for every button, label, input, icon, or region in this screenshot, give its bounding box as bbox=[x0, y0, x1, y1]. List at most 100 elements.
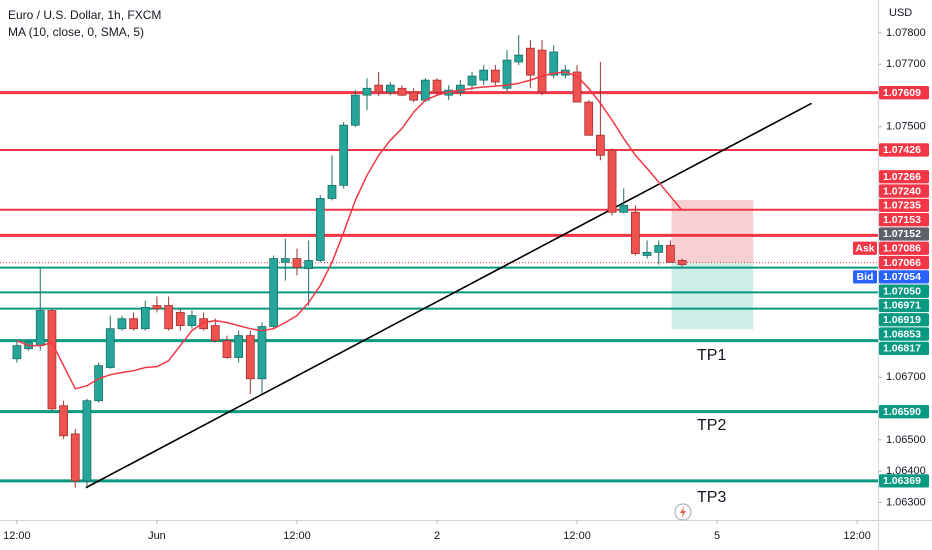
x-tick-label: 12:00 bbox=[3, 530, 31, 542]
chart-title: Euro / U.S. Dollar, 1h, FXCM bbox=[8, 8, 161, 22]
candle-body bbox=[479, 69, 489, 81]
candle-body bbox=[234, 335, 244, 358]
x-tick-label: Jun bbox=[148, 530, 166, 542]
candle-body bbox=[619, 204, 629, 213]
candle-body bbox=[117, 318, 127, 330]
price-tag: Ask bbox=[855, 243, 874, 255]
candle-body bbox=[269, 258, 279, 327]
price-label-box bbox=[879, 227, 929, 241]
y-tick-label: 1.06500 bbox=[886, 434, 926, 446]
price-tag-box bbox=[853, 241, 877, 255]
candle-body bbox=[420, 79, 430, 101]
candle-body bbox=[549, 51, 559, 76]
price-label-box bbox=[879, 255, 929, 270]
candle-body bbox=[514, 54, 524, 63]
candle-body bbox=[526, 47, 535, 76]
price-label: 1.07426 bbox=[883, 144, 921, 156]
candle-body bbox=[631, 211, 640, 254]
candle-body bbox=[455, 84, 465, 93]
candle-body bbox=[596, 134, 605, 156]
candle-body bbox=[164, 305, 173, 330]
x-tick-label: 12:00 bbox=[843, 530, 871, 542]
price-label-box bbox=[879, 241, 929, 255]
candle-body bbox=[47, 310, 57, 410]
candle-body bbox=[82, 400, 92, 482]
price-tag: Bid bbox=[857, 271, 874, 283]
alert-icon[interactable] bbox=[674, 503, 692, 521]
currency-label: USD bbox=[889, 7, 912, 19]
candle-body bbox=[537, 49, 547, 93]
price-label: 1.06817 bbox=[883, 343, 921, 355]
candle-body bbox=[666, 245, 675, 263]
candle-body bbox=[502, 59, 512, 89]
price-label-box bbox=[879, 270, 929, 284]
price-label-box bbox=[879, 313, 929, 327]
candle-body bbox=[129, 318, 138, 330]
y-tick-label: 1.06700 bbox=[886, 371, 926, 383]
price-label: 1.07066 bbox=[883, 257, 921, 269]
price-label: 1.07086 bbox=[883, 243, 921, 255]
candle-body bbox=[280, 258, 290, 263]
annotation: TP1 bbox=[697, 347, 726, 364]
candle-body bbox=[304, 260, 314, 270]
price-label: 1.06369 bbox=[883, 475, 921, 487]
price-tag-box bbox=[853, 270, 877, 284]
moving-average bbox=[16, 71, 683, 390]
y-tick-label: 1.06400 bbox=[886, 465, 926, 477]
candle-body bbox=[327, 184, 337, 199]
y-tick-label: 1.07700 bbox=[886, 58, 926, 70]
price-label-box bbox=[879, 341, 929, 356]
annotation: TP2 bbox=[697, 417, 726, 434]
price-label: 1.07235 bbox=[883, 200, 921, 212]
y-tick-label: 1.07800 bbox=[886, 27, 926, 39]
candle-body bbox=[315, 198, 325, 261]
candle-body bbox=[374, 84, 384, 93]
price-label: 1.07153 bbox=[883, 214, 921, 226]
plot-area bbox=[0, 35, 878, 489]
annotation: TP3 bbox=[697, 489, 726, 506]
price-label-box bbox=[879, 213, 929, 227]
indicator-legend: MA (10, close, 0, SMA, 5) bbox=[8, 25, 144, 39]
candle-body bbox=[572, 71, 582, 103]
candle-body bbox=[654, 245, 664, 253]
candle-body bbox=[105, 328, 115, 368]
y-tick-label: 1.06300 bbox=[886, 496, 926, 508]
candle-body bbox=[59, 405, 68, 437]
candle-body bbox=[490, 69, 500, 83]
candle-body bbox=[397, 87, 407, 96]
price-label-box bbox=[879, 184, 929, 198]
price-label-box bbox=[879, 143, 929, 157]
candle-body bbox=[607, 149, 617, 213]
candle-body bbox=[409, 91, 419, 101]
candle-body bbox=[257, 326, 267, 380]
target-zone bbox=[671, 262, 754, 330]
candle-body bbox=[385, 84, 395, 93]
candle-body bbox=[467, 75, 477, 86]
price-label: 1.07266 bbox=[883, 171, 921, 183]
price-label: 1.06853 bbox=[883, 328, 921, 340]
candle-body bbox=[94, 365, 103, 402]
price-label: 1.06919 bbox=[883, 314, 921, 326]
price-label: 1.06590 bbox=[883, 406, 921, 418]
candle-body bbox=[584, 101, 594, 136]
price-label: 1.07609 bbox=[883, 87, 921, 99]
price-label: 1.07054 bbox=[883, 271, 921, 283]
candle-body bbox=[245, 335, 255, 380]
price-label-box bbox=[879, 284, 929, 298]
candle-body bbox=[642, 251, 652, 256]
candle-body bbox=[175, 312, 185, 326]
candle-body bbox=[152, 305, 162, 310]
price-label-box bbox=[879, 86, 929, 100]
price-label: 1.07050 bbox=[883, 285, 921, 297]
price-label-box bbox=[879, 405, 929, 419]
x-tick-label: 12:00 bbox=[563, 530, 591, 542]
price-label-box bbox=[879, 170, 929, 184]
candle-body bbox=[187, 315, 197, 326]
price-label: 1.07240 bbox=[883, 185, 921, 197]
y-tick-label: 1.07500 bbox=[886, 121, 926, 133]
candle-body bbox=[70, 433, 80, 482]
candle-body bbox=[339, 124, 349, 186]
price-label-box bbox=[879, 298, 929, 313]
candle-body bbox=[35, 310, 45, 347]
